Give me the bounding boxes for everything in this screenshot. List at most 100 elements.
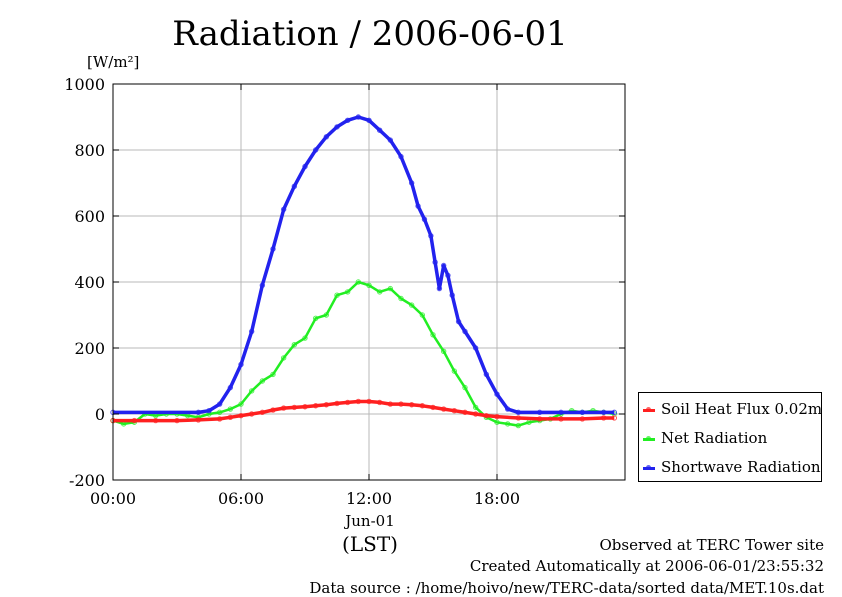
y-tick-label: 200 [74, 339, 105, 358]
data-point-soil-heat-flux-0-02m [259, 409, 266, 416]
data-point-soil-heat-flux-0-02m [270, 407, 276, 413]
data-point-soil-heat-flux-0-02m [174, 417, 180, 424]
data-point-shortwave-radiation [415, 203, 421, 209]
y-tick-label: -200 [69, 471, 105, 490]
legend: Soil Heat Flux 0.02m Net Radiation Short… [638, 392, 822, 482]
data-point-shortwave-radiation [504, 406, 511, 412]
data-point-net-radiation [280, 355, 287, 361]
data-point-shortwave-radiation [445, 272, 451, 279]
data-point-shortwave-radiation [323, 134, 330, 140]
data-point-shortwave-radiation [195, 409, 202, 416]
data-point-net-radiation [387, 285, 394, 292]
data-point-net-radiation [355, 279, 362, 285]
x-tick-label: 12:00 [346, 489, 392, 508]
x-tick-label: 06:00 [218, 489, 264, 508]
data-point-soil-heat-flux-0-02m [494, 413, 500, 420]
data-point-shortwave-radiation [302, 163, 308, 170]
data-point-shortwave-radiation [455, 318, 462, 325]
data-point-soil-heat-flux-0-02m [366, 398, 372, 405]
data-point-soil-heat-flux-0-02m [558, 416, 564, 422]
data-point-shortwave-radiation [440, 262, 447, 269]
legend-item-soil-heat-flux: Soil Heat Flux 0.02m [643, 400, 822, 418]
data-point-soil-heat-flux-0-02m [355, 398, 362, 405]
data-point-shortwave-radiation [558, 409, 564, 416]
data-point-shortwave-radiation [398, 153, 404, 160]
data-point-net-radiation [302, 335, 308, 341]
data-point-shortwave-radiation [259, 282, 266, 288]
data-point-soil-heat-flux-0-02m [483, 412, 490, 419]
data-point-shortwave-radiation [611, 409, 618, 416]
data-point-soil-heat-flux-0-02m [536, 416, 543, 422]
data-point-net-radiation [291, 342, 298, 348]
y-tick-label: 800 [74, 141, 105, 160]
data-point-shortwave-radiation [483, 371, 490, 378]
data-point-shortwave-radiation [216, 401, 223, 407]
data-point-net-radiation [472, 404, 479, 411]
data-point-soil-heat-flux-0-02m [152, 417, 159, 424]
data-point-net-radiation [334, 292, 340, 298]
data-point-shortwave-radiation [280, 206, 287, 213]
data-point-shortwave-radiation [536, 409, 543, 416]
data-point-soil-heat-flux-0-02m [248, 411, 255, 417]
data-point-soil-heat-flux-0-02m [323, 402, 330, 408]
data-point-net-radiation [312, 315, 319, 321]
data-point-shortwave-radiation [449, 292, 455, 298]
data-point-shortwave-radiation [408, 180, 415, 186]
data-point-net-radiation [504, 421, 511, 427]
x-axis-date-label: Jun-01 [345, 512, 395, 530]
data-point-net-radiation [366, 282, 372, 288]
data-point-shortwave-radiation [270, 246, 276, 252]
data-point-net-radiation [440, 348, 447, 354]
legend-item-net-radiation: Net Radiation [643, 429, 767, 447]
footer-site: Observed at TERC Tower site [599, 536, 824, 554]
data-point-soil-heat-flux-0-02m [291, 404, 298, 411]
legend-label: Shortwave Radiation [661, 458, 821, 476]
footer-source: Data source : /home/hoivo/new/TERC-data/… [309, 579, 824, 597]
legend-item-shortwave-radiation: Shortwave Radiation [643, 458, 821, 476]
data-point-soil-heat-flux-0-02m [344, 399, 351, 406]
data-point-net-radiation [398, 295, 404, 302]
y-tick-label: 400 [74, 273, 105, 292]
data-point-net-radiation [430, 332, 436, 338]
data-point-net-radiation [238, 401, 244, 407]
data-point-soil-heat-flux-0-02m [216, 416, 223, 422]
data-point-soil-heat-flux-0-02m [312, 403, 319, 409]
data-point-soil-heat-flux-0-02m [195, 417, 202, 423]
legend-swatch-net-radiation [643, 435, 655, 441]
data-point-soil-heat-flux-0-02m [611, 415, 618, 421]
chart-title: Radiation / 2006-06-01 [172, 14, 568, 54]
data-point-soil-heat-flux-0-02m [451, 408, 458, 414]
series-soil-heat-flux-0-02m [110, 398, 618, 424]
data-point-net-radiation [515, 422, 522, 429]
data-point-shortwave-radiation [344, 117, 351, 124]
x-tick-label: 18:00 [474, 489, 520, 508]
data-point-shortwave-radiation [462, 328, 468, 335]
data-point-soil-heat-flux-0-02m [419, 403, 426, 409]
series-shortwave-radiation [110, 114, 618, 416]
data-point-soil-heat-flux-0-02m [600, 415, 607, 421]
y-tick-label: 0 [95, 405, 105, 424]
data-point-shortwave-radiation [387, 137, 394, 143]
series-line-shortwave-radiation [113, 115, 615, 415]
data-point-soil-heat-flux-0-02m [376, 399, 383, 406]
data-point-shortwave-radiation [206, 408, 212, 414]
data-point-soil-heat-flux-0-02m [515, 415, 522, 421]
data-point-soil-heat-flux-0-02m [302, 404, 308, 410]
data-point-net-radiation [462, 384, 468, 391]
data-point-soil-heat-flux-0-02m [430, 404, 436, 411]
data-point-shortwave-radiation [600, 409, 607, 416]
data-point-net-radiation [323, 312, 330, 318]
data-point-net-radiation [259, 378, 266, 384]
x-tick-label: 00:00 [90, 489, 136, 508]
data-point-shortwave-radiation [366, 117, 372, 124]
data-point-shortwave-radiation [334, 124, 340, 130]
data-point-shortwave-radiation [432, 259, 438, 265]
data-point-net-radiation [451, 368, 458, 374]
data-point-shortwave-radiation [515, 409, 522, 416]
data-point-shortwave-radiation [355, 114, 362, 120]
data-point-net-radiation [376, 289, 383, 295]
y-tick-label: 600 [74, 207, 105, 226]
data-point-soil-heat-flux-0-02m [579, 416, 586, 422]
data-point-shortwave-radiation [428, 233, 434, 239]
data-point-soil-heat-flux-0-02m [280, 405, 287, 411]
